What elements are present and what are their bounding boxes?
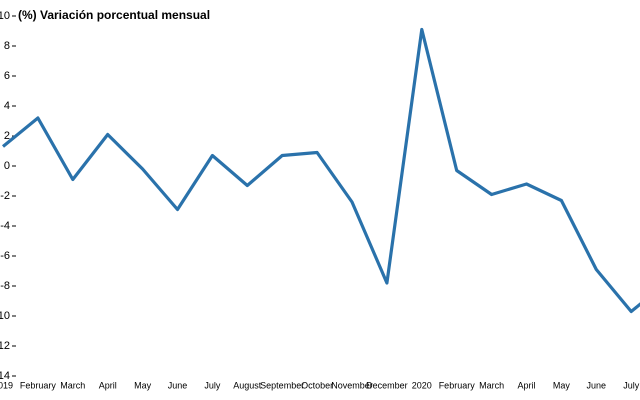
x-tick-label: February [439, 380, 476, 390]
y-tick-label: -8 [0, 280, 10, 292]
y-tick-label: 4 [4, 100, 10, 112]
x-tick-label: May [553, 380, 571, 390]
y-tick-label: -10 [0, 310, 10, 322]
y-tick-label: 0 [4, 160, 10, 172]
x-tick-label: April [99, 380, 117, 390]
y-tick-label: -6 [0, 250, 10, 262]
x-tick-label: October [301, 380, 333, 390]
x-tick-label: November [331, 380, 373, 390]
x-tick-label: March [479, 380, 504, 390]
x-tick-label: December [366, 380, 408, 390]
x-tick-label: July [623, 380, 640, 390]
y-tick-label: 2 [4, 130, 10, 142]
x-tick-label: June [168, 380, 188, 390]
y-tick-label: -14 [0, 370, 10, 382]
y-tick-label: 6 [4, 70, 10, 82]
x-tick-label: June [587, 380, 607, 390]
x-tick-label: September [260, 380, 304, 390]
x-tick-label: August [233, 380, 262, 390]
x-tick-label: March [60, 380, 85, 390]
x-tick-label: 2019 [0, 380, 13, 390]
x-tick-label: 2020 [412, 380, 432, 390]
y-tick-label: -4 [0, 220, 10, 232]
y-tick-label: 10 [0, 10, 10, 22]
x-tick-label: February [20, 380, 57, 390]
x-tick-label: April [517, 380, 535, 390]
x-tick-label: July [204, 380, 221, 390]
chart-title: (%) Variación porcentual mensual [18, 8, 210, 22]
data-line [1, 27, 640, 314]
y-tick-label: 8 [4, 40, 10, 52]
x-tick-label: May [134, 380, 152, 390]
y-tick-label: -2 [0, 190, 10, 202]
y-tick-label: -12 [0, 340, 10, 352]
